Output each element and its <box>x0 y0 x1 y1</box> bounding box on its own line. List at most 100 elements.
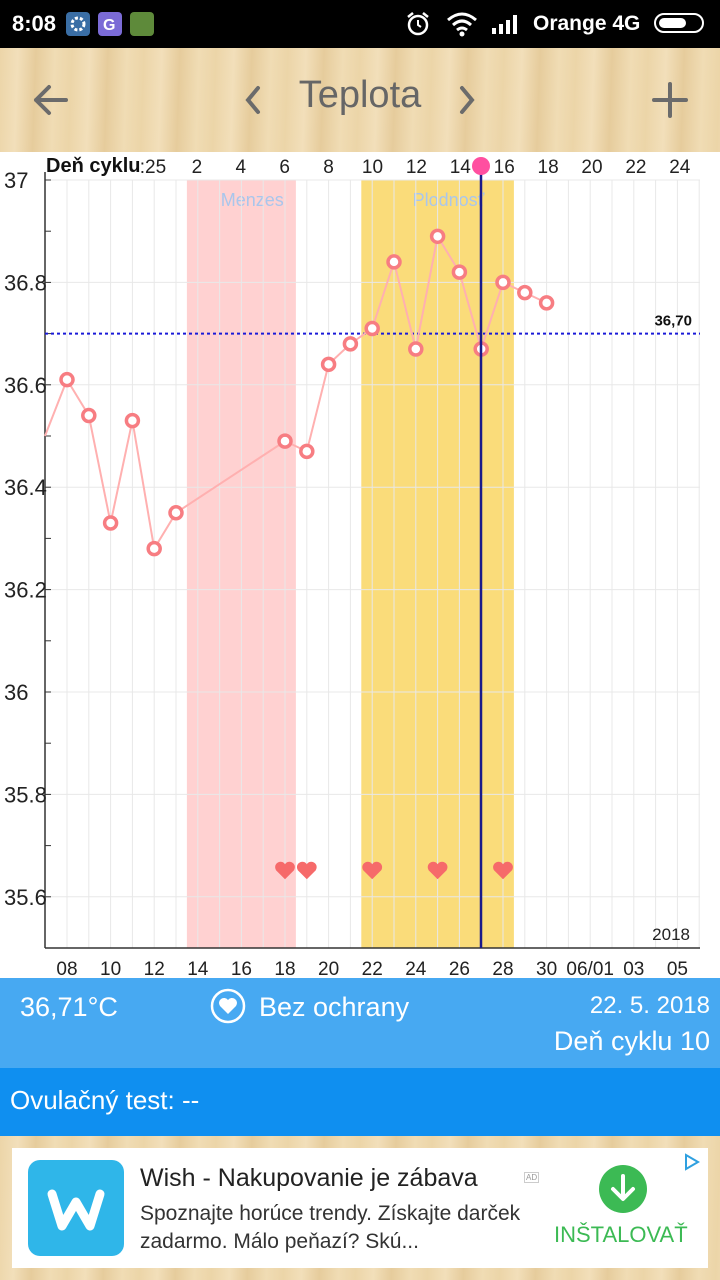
bottom-tick-label: 12 <box>144 959 165 978</box>
ad-title: Wish - Nakupovanie je zábava <box>140 1164 478 1192</box>
adchoices-icon[interactable] <box>682 1152 702 1172</box>
top-tick-label: 10 <box>362 157 383 178</box>
add-button[interactable] <box>648 78 692 122</box>
top-tick-label: 24 <box>669 157 691 178</box>
bottom-tick-label: 14 <box>187 959 209 978</box>
temperature-point <box>81 407 97 424</box>
temperature-point <box>320 356 337 373</box>
app-notification-icon <box>130 12 154 36</box>
next-button[interactable] <box>452 78 482 122</box>
top-tick-label: 2 <box>192 157 203 178</box>
top-tick-label: 6 <box>279 157 290 178</box>
plus-icon <box>652 82 688 118</box>
bottom-tick-label: 08 <box>56 959 77 978</box>
bottom-tick-label: 24 <box>405 959 427 978</box>
heart-circle-icon <box>210 988 246 1024</box>
top-tick-label: 4 <box>236 157 247 178</box>
temperature-point <box>299 443 315 460</box>
y-tick-label: 35.6 <box>4 885 47 910</box>
chevron-left-icon <box>245 86 260 114</box>
status-carrier: Orange 4G <box>533 12 641 35</box>
page-title: Teplota <box>298 74 422 116</box>
y-tick-label: 36.4 <box>4 475 47 500</box>
top-tick-label: 20 <box>581 157 602 178</box>
temperature-point <box>168 505 184 521</box>
bottom-tick-label: 16 <box>231 959 252 978</box>
temperature-chart-svg[interactable]: Menzes Plodnosť 37 36.8 36.6 36.4 36.2 36 35.8 35… <box>0 152 720 980</box>
heart-icon <box>493 861 513 880</box>
day-info-bar[interactable]: 36,71°C Bez ochrany 22. 5. 2018 Deň cykl… <box>0 978 720 1068</box>
wish-logo-icon <box>28 1160 124 1256</box>
install-label: INŠTALOVAŤ <box>554 1222 688 1247</box>
bottom-tick-label: 30 <box>536 959 557 978</box>
protection-status: Bez ochrany <box>259 992 410 1022</box>
top-axis-label: Deň cyklu <box>46 155 140 177</box>
temperature-point <box>429 228 446 245</box>
status-bar: 8:08 G Orange 4G <box>0 0 720 48</box>
ad-container: Wish - Nakupovanie je zábava AD Spoznajt… <box>0 1136 720 1280</box>
selected-day-marker <box>472 157 490 175</box>
battery-icon <box>654 13 704 33</box>
top-tick-label: 18 <box>538 157 559 178</box>
temperature-point <box>102 515 119 531</box>
temperature-line <box>44 233 548 552</box>
band-label: Menzes <box>221 190 284 210</box>
heart-icon <box>427 861 448 880</box>
bottom-tick-label: 06/01 <box>566 959 614 978</box>
ad-banner[interactable]: Wish - Nakupovanie je zábava AD Spoznajt… <box>12 1148 708 1268</box>
cycle-day: Deň cyklu 10 <box>553 1026 710 1056</box>
google-notification-icon: G <box>98 12 122 36</box>
y-tick-label: 35.8 <box>4 782 47 807</box>
top-tick-label: :25 <box>140 157 166 178</box>
band-label: Plodnosť <box>413 190 485 210</box>
temperature-point <box>386 254 402 270</box>
y-tick-label: 36.8 <box>4 270 47 295</box>
top-tick-label: 8 <box>323 157 334 178</box>
previous-button[interactable] <box>238 78 268 122</box>
ovulation-test-row[interactable]: Ovulačný test: -- <box>0 1068 720 1136</box>
back-button[interactable] <box>28 78 72 122</box>
bottom-tick-label: 10 <box>100 959 121 978</box>
signal-icon <box>492 15 517 34</box>
top-tick-label: 22 <box>625 157 646 178</box>
bottom-tick-label: 18 <box>274 959 295 978</box>
temperature-point <box>59 371 75 388</box>
heart-icon <box>275 861 295 880</box>
temperature-point <box>451 264 468 280</box>
bottom-tick-label: 26 <box>449 959 470 978</box>
y-tick-label: 36.2 <box>4 578 47 603</box>
temperature-point <box>124 412 141 429</box>
top-tick-label: 14 <box>450 157 472 178</box>
settings-notification-icon <box>66 12 90 36</box>
top-tick-label: 12 <box>406 157 427 178</box>
temperature-chart[interactable]: Menzes Plodnosť 37 36.8 36.6 36.4 36.2 36 35.8 35… <box>0 152 720 980</box>
app-toolbar: Teplota <box>0 48 720 152</box>
year-label: 2018 <box>652 925 690 944</box>
wifi-icon <box>447 12 477 37</box>
bottom-tick-label: 03 <box>623 959 644 978</box>
temperature-point <box>517 284 533 301</box>
heart-icon <box>296 861 317 880</box>
download-icon <box>599 1165 647 1213</box>
bottom-tick-label: 20 <box>318 959 339 978</box>
bottom-tick-label: 22 <box>362 959 383 978</box>
status-time: 8:08 <box>12 11 57 36</box>
temperature-point <box>538 295 555 311</box>
temperature-point <box>364 320 380 337</box>
heart-icon <box>362 861 383 880</box>
top-tick-label: 16 <box>494 157 515 178</box>
y-tick-label: 36.6 <box>4 373 47 398</box>
alarm-icon <box>407 12 429 36</box>
y-tick-label: 36 <box>4 680 28 705</box>
arrow-back-icon <box>34 85 68 115</box>
bottom-tick-label: 28 <box>492 959 513 978</box>
install-button[interactable]: INŠTALOVAŤ <box>548 1160 698 1260</box>
selected-date: 22. 5. 2018 <box>589 992 710 1019</box>
temperature-point <box>277 433 293 449</box>
temperature-point <box>146 540 162 557</box>
temperature-point <box>495 274 511 291</box>
y-tick-label: 37 <box>4 168 28 193</box>
temperature-value: 36,71°C <box>20 992 118 1022</box>
chevron-right-icon <box>460 86 475 114</box>
ad-badge: AD <box>524 1172 540 1183</box>
